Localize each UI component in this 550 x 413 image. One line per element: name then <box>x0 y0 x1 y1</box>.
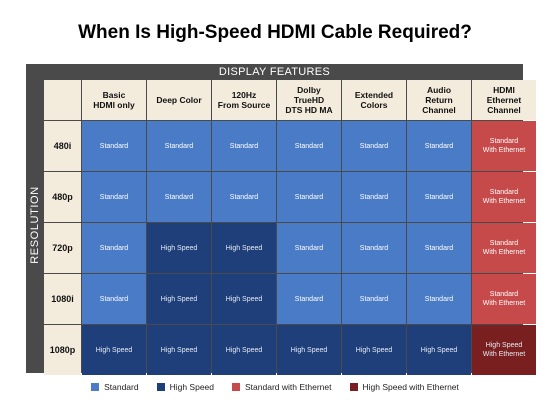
table-cell: Standard <box>277 223 341 273</box>
table-cell: Standard <box>407 274 471 324</box>
table-cell: High Speed <box>147 325 211 375</box>
legend-swatch <box>156 383 165 391</box>
table-cell: Standard <box>407 223 471 273</box>
legend-item: High Speed with Ethernet <box>349 382 459 392</box>
column-header: Deep Color <box>147 80 211 120</box>
row-header: 1080p <box>44 325 81 375</box>
table-cell: Standard With Ethernet <box>472 223 536 273</box>
table-cell: Standard <box>212 172 276 222</box>
table-cell: Standard <box>342 121 406 171</box>
row-header: 480i <box>44 121 81 171</box>
table-cell: High Speed <box>82 325 146 375</box>
table-cell: High Speed <box>407 325 471 375</box>
comparison-table: Basic HDMI only Deep Color 120Hz From Source… <box>44 80 536 375</box>
table-cell: Standard <box>212 121 276 171</box>
table-cell: High Speed <box>147 223 211 273</box>
table-cell: High Speed <box>147 274 211 324</box>
table-cell: Standard With Ethernet <box>472 121 536 171</box>
table-cell: High Speed With Ethernet <box>472 325 536 375</box>
display-features-banner: DISPLAY FEATURES <box>218 66 331 78</box>
legend-item: High Speed <box>156 382 215 392</box>
table-cell: Standard <box>342 274 406 324</box>
column-header: Extended Colors <box>342 80 406 120</box>
table-cell: Standard With Ethernet <box>472 172 536 222</box>
legend-item: Standard with Ethernet <box>232 382 332 392</box>
table-cell: Standard <box>82 223 146 273</box>
table-cell: Standard <box>277 121 341 171</box>
resolution-label: RESOLUTION <box>29 186 41 264</box>
table-cell: Standard <box>407 121 471 171</box>
table-cell: High Speed <box>212 325 276 375</box>
table-cell: Standard <box>82 274 146 324</box>
legend-label: High Speed <box>169 382 215 392</box>
table-cell: Standard <box>342 172 406 222</box>
table-cell: Standard <box>342 223 406 273</box>
table-cell: High Speed <box>212 223 276 273</box>
table-cell: Standard <box>147 172 211 222</box>
legend: Standard High Speed Standard with Ethernet… <box>0 381 550 393</box>
legend-label: Standard with Ethernet <box>245 382 332 392</box>
table-cell: Standard <box>82 172 146 222</box>
column-header: HDMI Ethernet Channel <box>472 80 536 120</box>
legend-label: Standard <box>104 382 139 392</box>
table-cell: Standard With Ethernet <box>472 274 536 324</box>
column-header: Basic HDMI only <box>82 80 146 120</box>
legend-item: Standard <box>91 382 139 392</box>
table-cell: Standard <box>277 172 341 222</box>
table-cell: Standard <box>407 172 471 222</box>
legend-swatch <box>91 383 100 391</box>
table-cell: High Speed <box>212 274 276 324</box>
table-cell: Standard <box>82 121 146 171</box>
legend-swatch <box>349 383 358 391</box>
column-header: Dolby TrueHD DTS HD MA <box>277 80 341 120</box>
legend-label: High Speed with Ethernet <box>362 382 459 392</box>
table-corner <box>44 80 81 120</box>
column-header: 120Hz From Source <box>212 80 276 120</box>
table-cell: Standard <box>147 121 211 171</box>
table-cell: High Speed <box>277 325 341 375</box>
legend-swatch <box>232 383 241 391</box>
row-header: 480p <box>44 172 81 222</box>
row-header: 720p <box>44 223 81 273</box>
row-header: 1080i <box>44 274 81 324</box>
table-cell: High Speed <box>342 325 406 375</box>
column-header: Audio Return Channel <box>407 80 471 120</box>
table-cell: Standard <box>277 274 341 324</box>
page-title: When Is High-Speed HDMI Cable Required? <box>78 22 472 43</box>
